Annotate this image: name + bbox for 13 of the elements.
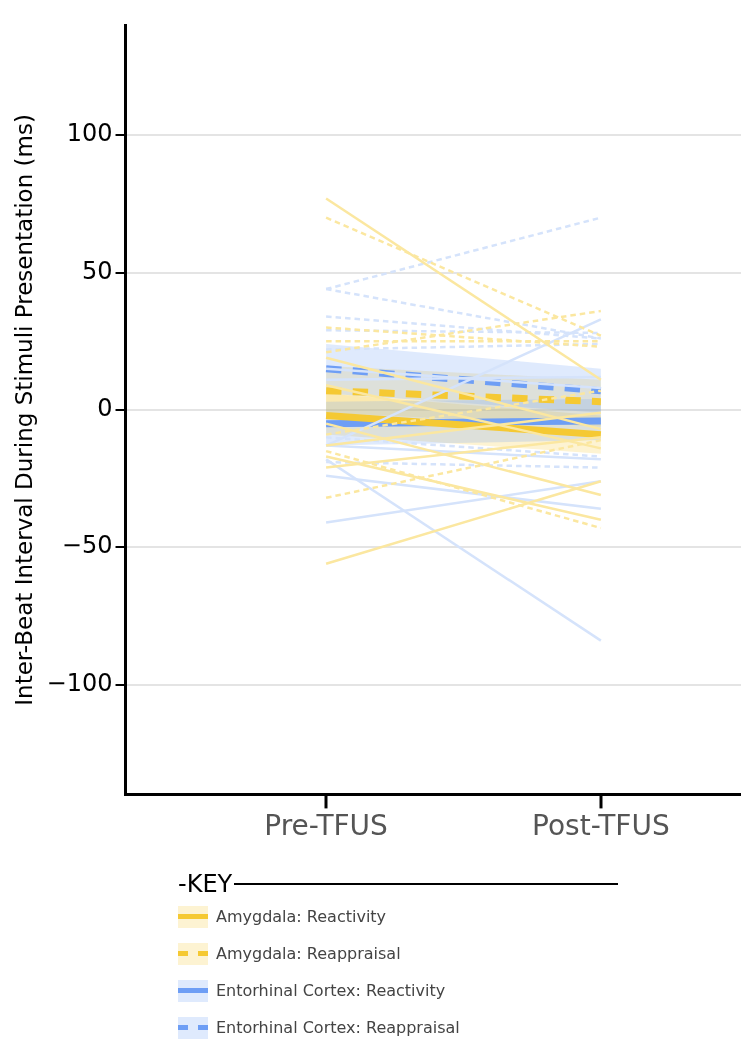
y-tick-label: 50	[81, 256, 113, 285]
legend-label: Amygdala: Reappraisal	[216, 944, 401, 963]
legend-label: Amygdala: Reactivity	[216, 907, 387, 926]
legend-label: Entorhinal Cortex: Reactivity	[216, 981, 446, 1000]
y-tick-label: 100	[66, 119, 113, 148]
y-tick-label: −100	[46, 668, 113, 697]
y-tick-label: 0	[97, 394, 113, 423]
legend-label: Entorhinal Cortex: Reappraisal	[216, 1018, 460, 1037]
legend-title: -KEY	[178, 870, 233, 898]
y-tick-label: −50	[61, 531, 113, 560]
y-axis-title: Inter-Beat Interval During Stimuli Presentation (ms)	[10, 114, 37, 706]
x-tick-label: Pre-TFUS	[264, 809, 388, 843]
x-tick-label: Post-TFUS	[532, 809, 670, 843]
